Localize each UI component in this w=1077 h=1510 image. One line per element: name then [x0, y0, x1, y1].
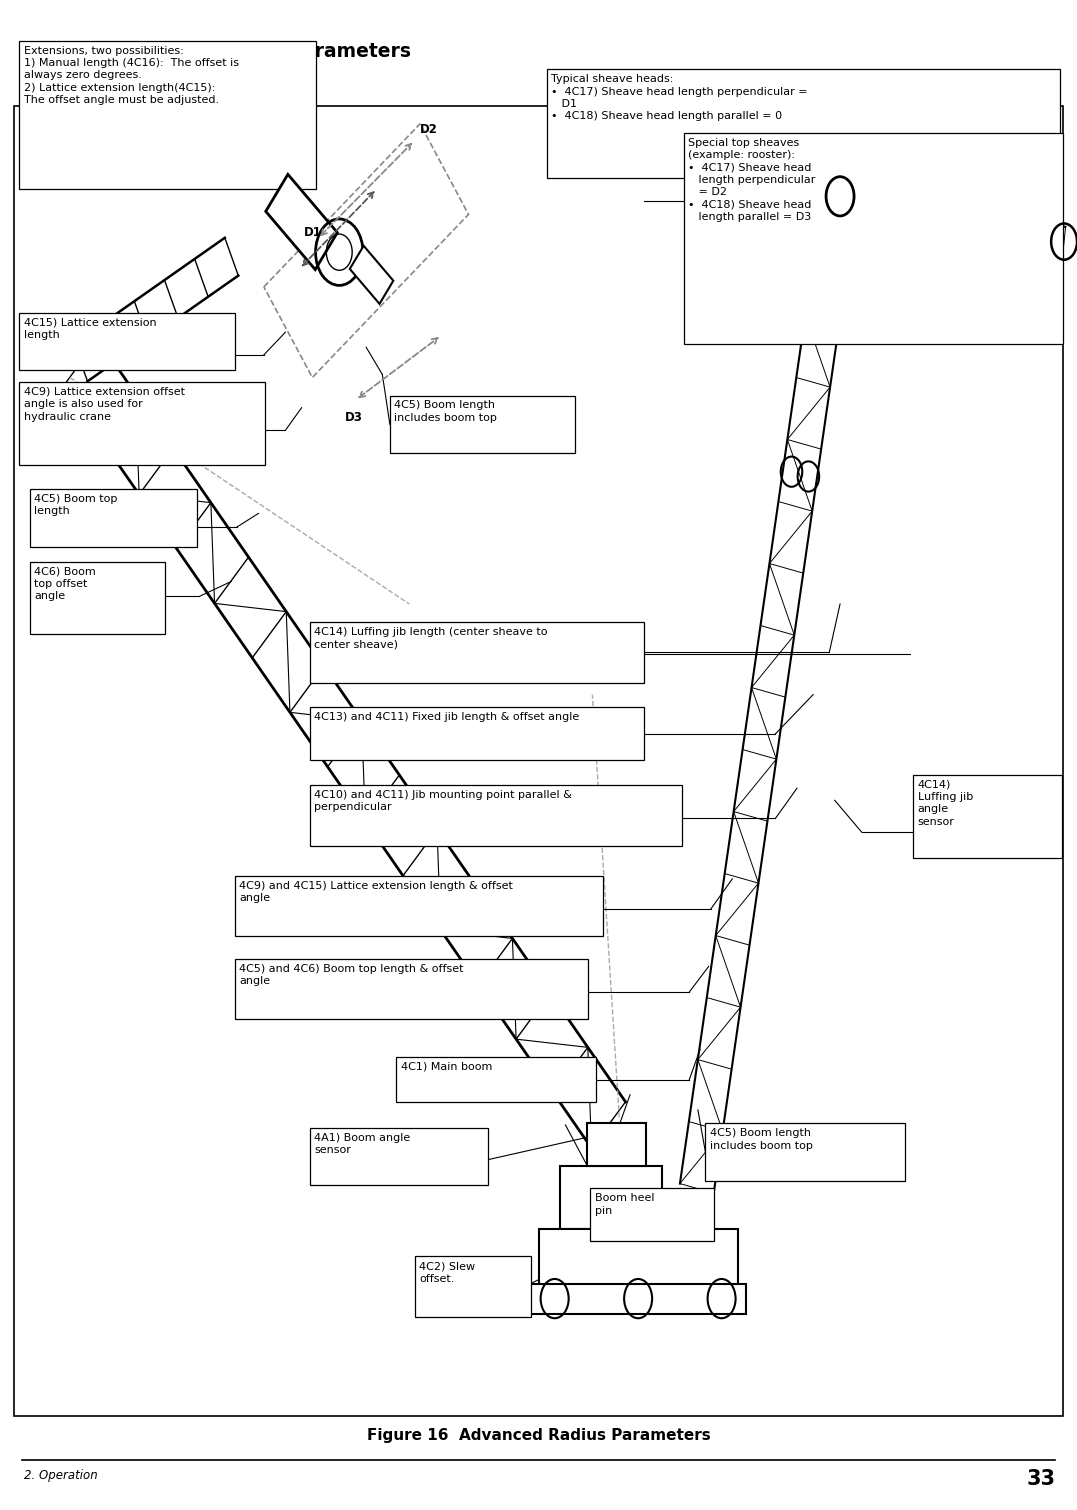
- Text: Boom heel
pin: Boom heel pin: [595, 1193, 654, 1216]
- Bar: [390, 396, 575, 453]
- Bar: [684, 133, 1063, 344]
- Text: 33: 33: [1026, 1469, 1055, 1489]
- Text: 4C2) Slew
offset.: 4C2) Slew offset.: [419, 1261, 475, 1284]
- Text: 4C5) Boom top
length: 4C5) Boom top length: [34, 494, 117, 516]
- Bar: [30, 489, 197, 547]
- Text: D3: D3: [345, 411, 363, 424]
- Text: D2: D2: [420, 122, 438, 136]
- Text: Typical sheave heads:
•  4C17) Sheave head length perpendicular =
   D1
•  4C18): Typical sheave heads: • 4C17) Sheave hea…: [551, 74, 808, 121]
- Bar: [705, 1123, 905, 1181]
- Text: 4C6) Boom
top offset
angle: 4C6) Boom top offset angle: [34, 566, 96, 601]
- Text: 4C5) Boom length
includes boom top: 4C5) Boom length includes boom top: [394, 400, 498, 423]
- Text: D1: D1: [304, 225, 322, 239]
- Text: 4C10) and 4C11) Jib mounting point parallel &
perpendicular: 4C10) and 4C11) Jib mounting point paral…: [314, 790, 572, 812]
- Bar: [310, 1128, 488, 1185]
- Polygon shape: [350, 246, 393, 304]
- Bar: [30, 562, 165, 634]
- Bar: [19, 313, 235, 370]
- Bar: [310, 707, 644, 760]
- Text: Special top sheaves
(example: rooster):
•  4C17) Sheave head
   length perpendic: Special top sheaves (example: rooster): …: [688, 137, 815, 222]
- Bar: [560, 1166, 662, 1229]
- Bar: [547, 69, 1060, 178]
- Bar: [235, 876, 603, 936]
- Bar: [587, 1123, 646, 1166]
- Text: 4C13) and 4C11) Fixed jib length & offset angle: 4C13) and 4C11) Fixed jib length & offse…: [314, 711, 579, 722]
- Bar: [396, 1057, 596, 1102]
- Bar: [530, 1284, 746, 1314]
- Text: 4A1) Boom angle
sensor: 4A1) Boom angle sensor: [314, 1132, 410, 1155]
- Bar: [415, 1256, 531, 1317]
- Bar: [310, 622, 644, 683]
- Bar: [14, 106, 1063, 1416]
- Text: 4C5) and 4C6) Boom top length & offset
angle: 4C5) and 4C6) Boom top length & offset a…: [239, 963, 463, 986]
- Text: 4C15) Lattice extension
length: 4C15) Lattice extension length: [24, 317, 156, 340]
- Text: 4C14) Luffing jib length (center sheave to
center sheave): 4C14) Luffing jib length (center sheave …: [314, 627, 548, 649]
- Text: 4C1) Main boom: 4C1) Main boom: [401, 1062, 492, 1072]
- Bar: [19, 41, 316, 189]
- Bar: [590, 1188, 714, 1241]
- Text: Figure 16  Advanced Radius Parameters: Figure 16 Advanced Radius Parameters: [366, 1428, 711, 1444]
- Text: Extensions, two possibilities:
1) Manual length (4C16):  The offset is
always ze: Extensions, two possibilities: 1) Manual…: [24, 45, 239, 106]
- Bar: [538, 1229, 738, 1287]
- Bar: [310, 785, 682, 846]
- Text: 4C9) Lattice extension offset
angle is also used for
hydraulic crane: 4C9) Lattice extension offset angle is a…: [24, 387, 184, 421]
- Text: 4C14)
Luffing jib
angle
sensor: 4C14) Luffing jib angle sensor: [918, 779, 973, 826]
- Text: 2.6.5 Advanced Radius Parameters: 2.6.5 Advanced Radius Parameters: [41, 42, 411, 62]
- Text: 2. Operation: 2. Operation: [24, 1469, 97, 1483]
- Bar: [235, 959, 588, 1019]
- Bar: [913, 775, 1062, 858]
- Polygon shape: [266, 174, 337, 270]
- Bar: [19, 382, 265, 465]
- Text: 4C9) and 4C15) Lattice extension length & offset
angle: 4C9) and 4C15) Lattice extension length …: [239, 880, 513, 903]
- Text: 4C5) Boom length
includes boom top: 4C5) Boom length includes boom top: [710, 1128, 813, 1151]
